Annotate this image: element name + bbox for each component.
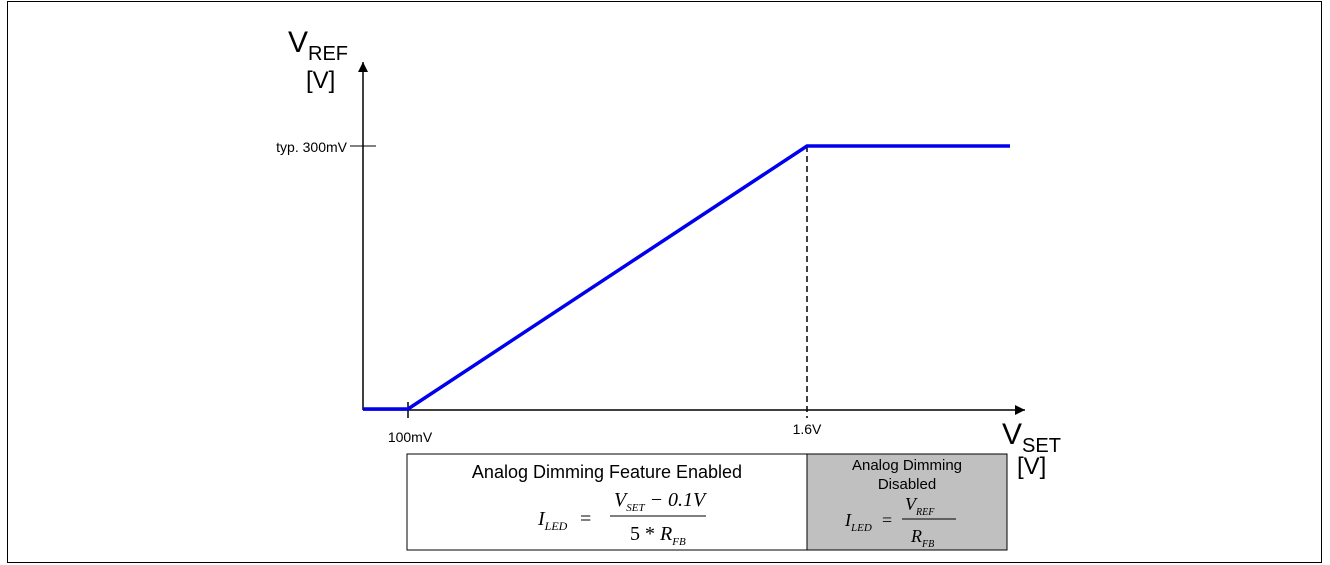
formula-disabled: ILED = VREF RFB (844, 494, 956, 550)
svg-text:=: = (882, 510, 892, 530)
svg-text:=: = (580, 508, 591, 530)
x-axis-unit: [V] (1017, 453, 1046, 480)
y-axis-unit: [V] (306, 67, 335, 94)
region-disabled-title-line2: Disabled (878, 476, 936, 493)
svg-text:ILED: ILED (537, 508, 568, 533)
y-axis-symbol: V (288, 26, 308, 59)
y-tick-label: typ. 300mV (276, 139, 347, 155)
x-axis-subscript: SET (1022, 435, 1061, 457)
region-enabled-title: Analog Dimming Feature Enabled (472, 462, 742, 482)
region-disabled-title-line1: Analog Dimming (852, 457, 962, 474)
y-axis-subscript: REF (308, 43, 348, 65)
svg-text:VSET − 0.1V: VSET − 0.1V (614, 489, 708, 514)
region-disabled-box (806, 453, 1008, 551)
y-axis-label: VREF (288, 26, 348, 65)
x-tick-label-100mv: 100mV (388, 429, 433, 445)
svg-text:RFB: RFB (910, 526, 934, 550)
svg-text:VREF: VREF (905, 494, 935, 518)
x-tick-label-1.6v: 1.6V (793, 421, 822, 437)
x-axis-label: VSET (1002, 418, 1061, 457)
figure-frame (7, 1, 1322, 563)
series-line (363, 144, 1010, 411)
x-axis-symbol: V (1002, 418, 1022, 451)
svg-text:5 * RFB: 5 * RFB (630, 523, 686, 548)
formula-enabled: ILED = VSET − 0.1V 5 * RFB (537, 489, 708, 548)
svg-text:ILED: ILED (844, 510, 872, 534)
